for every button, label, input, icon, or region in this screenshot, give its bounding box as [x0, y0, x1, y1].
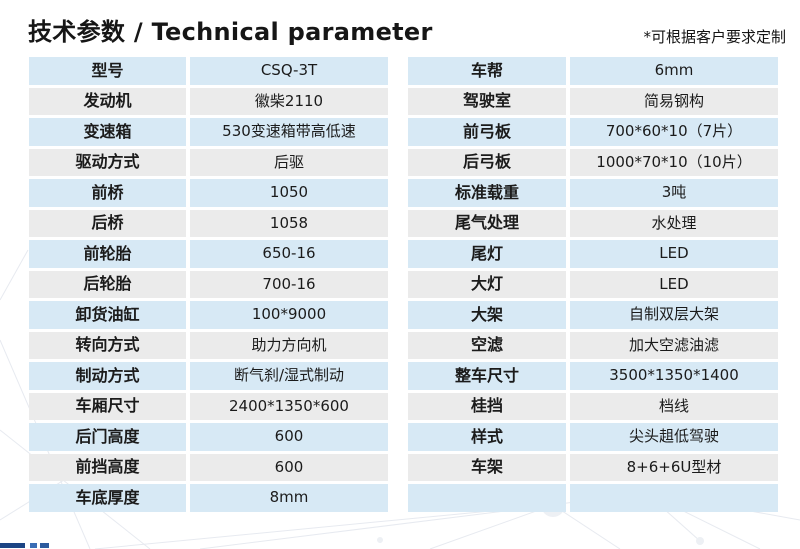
param-value: 徽柴2110	[190, 87, 388, 115]
param-label: 卸货油缸	[29, 301, 186, 329]
param-value: 助力方向机	[190, 331, 388, 359]
param-label: 后桥	[29, 209, 186, 237]
param-label: 前轮胎	[29, 240, 186, 268]
table-row: 变速箱 530变速箱带高低速	[29, 118, 388, 146]
table-row: 发动机 徽柴2110	[29, 87, 388, 115]
param-label: 整车尺寸	[408, 362, 566, 390]
param-value: 650-16	[190, 240, 388, 268]
logo-bar-icon	[0, 543, 25, 548]
table-row: 型号 CSQ-3T	[29, 57, 388, 85]
param-label: 尾气处理	[408, 209, 566, 237]
table-row: 后桥 1058	[29, 209, 388, 237]
param-value: 水处理	[570, 209, 778, 237]
table-row: 大架 自制双层大架	[408, 301, 778, 329]
table-row: 车架 8+6+6U型材	[408, 453, 778, 481]
logo-bar-icon	[30, 543, 37, 548]
param-label: 前弓板	[408, 118, 566, 146]
param-value: 后驱	[190, 148, 388, 176]
table-row: 空滤 加大空滤油滤	[408, 331, 778, 359]
param-value: 700-16	[190, 270, 388, 298]
param-value: 1000*70*10（10片）	[570, 148, 778, 176]
param-label: 样式	[408, 423, 566, 451]
left-parameter-table: 型号 CSQ-3T 发动机 徽柴2110 变速箱 530变速箱带高低速 驱动方式…	[29, 57, 388, 512]
param-label: 前桥	[29, 179, 186, 207]
param-label: 车架	[408, 453, 566, 481]
param-value	[570, 484, 778, 512]
param-label: 车底厚度	[29, 484, 186, 512]
param-value: 档线	[570, 392, 778, 420]
param-value: 3500*1350*1400	[570, 362, 778, 390]
param-value: 100*9000	[190, 301, 388, 329]
param-label: 制动方式	[29, 362, 186, 390]
table-row: 前桥 1050	[29, 179, 388, 207]
param-value: 简易钢构	[570, 87, 778, 115]
table-row: 尾灯 LED	[408, 240, 778, 268]
param-value: LED	[570, 240, 778, 268]
param-value: CSQ-3T	[190, 57, 388, 85]
param-value: 600	[190, 423, 388, 451]
param-label	[408, 484, 566, 512]
param-label: 标准载重	[408, 179, 566, 207]
table-row: 前挡高度 600	[29, 453, 388, 481]
table-row: 后门高度 600	[29, 423, 388, 451]
param-value: 530变速箱带高低速	[190, 118, 388, 146]
table-row: 车底厚度 8mm	[29, 484, 388, 512]
table-row: 尾气处理 水处理	[408, 209, 778, 237]
param-label: 驱动方式	[29, 148, 186, 176]
table-row: 样式 尖头趄低驾驶	[408, 423, 778, 451]
param-value: 2400*1350*600	[190, 392, 388, 420]
param-label: 发动机	[29, 87, 186, 115]
param-label: 变速箱	[29, 118, 186, 146]
param-value: 3吨	[570, 179, 778, 207]
table-row: 后轮胎 700-16	[29, 270, 388, 298]
table-row	[408, 484, 778, 512]
param-value: 加大空滤油滤	[570, 331, 778, 359]
table-row: 桂挡 档线	[408, 392, 778, 420]
table-row: 驱动方式 后驱	[29, 148, 388, 176]
param-label: 大灯	[408, 270, 566, 298]
param-label: 尾灯	[408, 240, 566, 268]
param-value: 尖头趄低驾驶	[570, 423, 778, 451]
table-row: 大灯 LED	[408, 270, 778, 298]
param-value: 1050	[190, 179, 388, 207]
param-label: 型号	[29, 57, 186, 85]
table-row: 车帮 6mm	[408, 57, 778, 85]
param-label: 后弓板	[408, 148, 566, 176]
table-row: 后弓板 1000*70*10（10片）	[408, 148, 778, 176]
logo-bar-icon	[40, 543, 49, 548]
table-row: 卸货油缸 100*9000	[29, 301, 388, 329]
param-value: 600	[190, 453, 388, 481]
page-title: 技术参数 / Technical parameter	[28, 18, 433, 46]
param-value: 8+6+6U型材	[570, 453, 778, 481]
param-value: LED	[570, 270, 778, 298]
param-label: 车厢尺寸	[29, 392, 186, 420]
param-value: 自制双层大架	[570, 301, 778, 329]
param-label: 空滤	[408, 331, 566, 359]
param-value: 断气刹/湿式制动	[190, 362, 388, 390]
param-value: 1058	[190, 209, 388, 237]
param-value: 700*60*10（7片）	[570, 118, 778, 146]
table-row: 驾驶室 简易钢构	[408, 87, 778, 115]
param-label: 前挡高度	[29, 453, 186, 481]
param-value: 6mm	[570, 57, 778, 85]
param-label: 后门高度	[29, 423, 186, 451]
param-label: 桂挡	[408, 392, 566, 420]
customization-note: *可根据客户要求定制	[643, 28, 786, 46]
right-parameter-table: 车帮 6mm 驾驶室 简易钢构 前弓板 700*60*10（7片） 后弓板 10…	[408, 57, 778, 512]
table-row: 前轮胎 650-16	[29, 240, 388, 268]
param-label: 驾驶室	[408, 87, 566, 115]
param-label: 后轮胎	[29, 270, 186, 298]
table-row: 标准载重 3吨	[408, 179, 778, 207]
param-value: 8mm	[190, 484, 388, 512]
table-row: 转向方式 助力方向机	[29, 331, 388, 359]
param-label: 车帮	[408, 57, 566, 85]
table-row: 车厢尺寸 2400*1350*600	[29, 392, 388, 420]
param-label: 转向方式	[29, 331, 186, 359]
param-label: 大架	[408, 301, 566, 329]
table-row: 制动方式 断气刹/湿式制动	[29, 362, 388, 390]
table-row: 前弓板 700*60*10（7片）	[408, 118, 778, 146]
table-row: 整车尺寸 3500*1350*1400	[408, 362, 778, 390]
